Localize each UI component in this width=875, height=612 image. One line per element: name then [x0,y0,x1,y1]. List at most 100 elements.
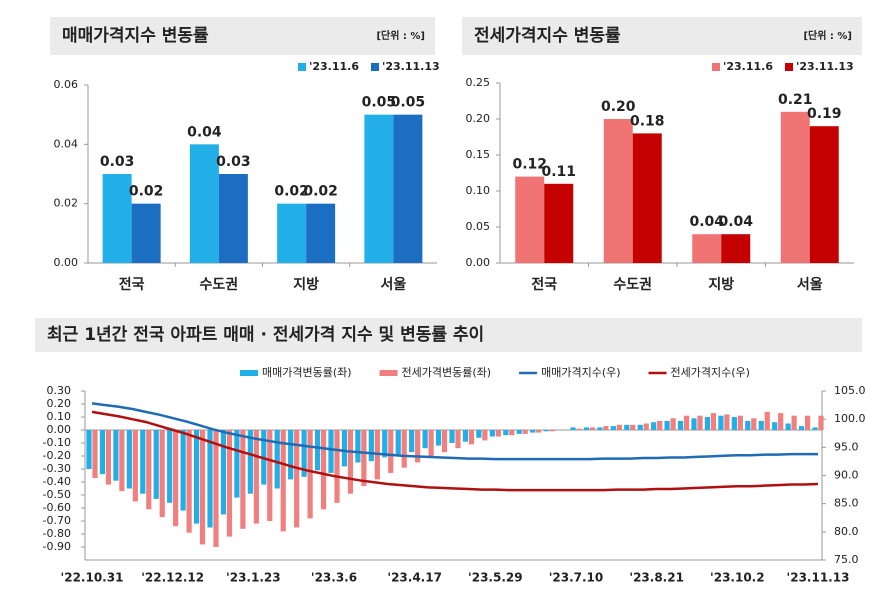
y-tick-label: -0.20 [43,449,71,462]
bar [455,430,461,449]
bar [193,430,200,524]
bar [382,430,388,458]
x-tick-label: 수도권 [613,277,652,293]
data-label: 0.02 [303,184,338,200]
data-label: 0.19 [807,106,842,122]
legend-label: 전세가격지수(우) [671,366,750,379]
bar [199,430,206,545]
bar [812,427,818,430]
title-bar [462,17,862,55]
bar [704,417,711,430]
bar [724,414,730,430]
bar [280,430,286,532]
bar [86,430,92,469]
bar [328,430,334,473]
bar [99,430,106,475]
legend-swatch [785,63,793,71]
bar [778,413,784,430]
bar [772,422,778,430]
bar [334,430,340,503]
bar [691,418,697,430]
y-tick-label: 0.05 [466,220,491,233]
bar [731,417,737,430]
x-tick-label: '23.4.17 [387,571,442,585]
bar [632,133,662,263]
line-series [91,402,818,461]
data-label: 0.21 [778,92,813,108]
bar [476,430,482,438]
bar [710,413,717,430]
y2-tick-label: 100.0 [834,412,866,425]
data-label: 0.20 [601,99,636,115]
bar [146,430,152,510]
bar [173,430,179,527]
bar [441,430,448,453]
data-label: 0.03 [216,154,251,170]
bar [804,415,811,430]
bar [630,424,636,430]
bar [102,174,132,263]
x-tick-label: 수도권 [200,277,239,293]
bar [624,424,630,430]
data-label: 0.18 [630,113,665,129]
bar [495,430,501,437]
y2-tick-label: 80.0 [834,525,859,538]
data-label: 0.04 [718,214,753,230]
bar [603,119,633,263]
bar [758,420,764,430]
chart-title: 전세가격지수 변동률 [474,26,621,46]
bar [530,430,536,433]
bar [131,203,161,263]
bar [780,111,810,263]
y-tick-label: 0.10 [47,410,72,423]
y-tick-label: 0.06 [54,78,79,91]
bar [721,234,751,263]
bar [361,430,367,486]
bar [253,430,259,524]
bar [643,423,649,430]
x-tick-label: '23.5.29 [468,571,523,585]
legend-swatch [712,63,720,71]
bar [294,430,300,528]
bar [388,430,394,473]
bar [737,415,743,430]
bar [307,430,313,519]
bar [314,430,321,471]
bar [818,415,824,430]
bar [785,423,791,430]
bar [544,183,574,263]
legend-label: '23.11.13 [382,60,440,73]
bar [751,418,757,430]
y-tick-label: -0.50 [43,488,71,501]
data-label: 0.02 [129,184,164,200]
bar [522,430,528,434]
y-tick-label: 0.02 [54,197,79,210]
bar [462,430,469,442]
bar [213,430,219,547]
data-label: 0.11 [541,164,576,180]
bar [597,427,603,430]
bar [576,428,582,430]
bar [509,430,515,436]
data-label: 0.05 [391,95,426,111]
bar [543,430,549,432]
bar [664,420,670,430]
unit-label: [단위 : %] [803,29,852,42]
bar [415,430,421,463]
legend-swatch [298,63,306,71]
y-tick-label: -0.60 [43,501,71,514]
x-tick-label: 지방 [293,276,319,293]
bar [515,176,545,263]
bar [341,430,348,467]
bar [677,420,684,430]
y-tick-label: 0.10 [466,184,491,197]
y-tick-label: 0.04 [54,137,79,150]
x-tick-label: '23.11.13 [787,571,850,585]
title-bar [35,318,862,352]
bar [247,430,253,494]
legend-label: '23.11.13 [796,60,854,73]
bar [364,114,394,264]
bar [589,427,596,430]
chart-title: 최근 1년간 전국 아파트 매매 · 전세가격 지수 및 변동률 추이 [47,325,484,345]
